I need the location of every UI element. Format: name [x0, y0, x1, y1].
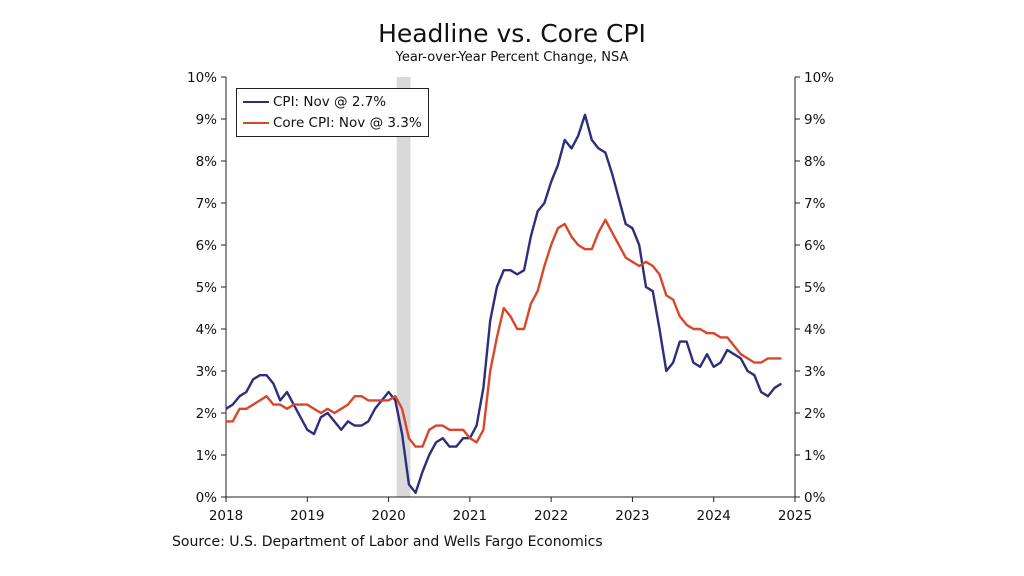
x-tick-label: 2023 — [615, 508, 649, 524]
y-tick-label-left: 0% — [196, 490, 218, 506]
x-tick-label: 2018 — [209, 508, 243, 524]
y-tick-label-left: 4% — [196, 322, 218, 338]
x-tick-label: 2019 — [290, 508, 324, 524]
y-tick-label-right: 4% — [804, 322, 826, 338]
chart-subtitle: Year-over-Year Percent Change, NSA — [395, 50, 629, 65]
chart-title: Headline vs. Core CPI — [378, 19, 646, 48]
series-layer — [225, 113, 783, 494]
y-tick-label-right: 8% — [804, 154, 826, 170]
core-cpi-series-line — [226, 218, 782, 448]
legend-label-core-cpi: Core CPI: Nov @ 3.3% — [273, 114, 422, 131]
axes-layer — [225, 77, 796, 498]
y-tick-label-right: 1% — [804, 448, 826, 464]
y-tick-label-left: 10% — [187, 70, 217, 86]
legend-swatch-cpi — [243, 100, 269, 103]
y-tick-label-right: 9% — [804, 112, 826, 128]
y-tick-label-right: 10% — [804, 70, 834, 86]
y-tick-label-right: 0% — [804, 490, 826, 506]
y-tick-label-right: 3% — [804, 364, 826, 380]
legend-label-cpi: CPI: Nov @ 2.7% — [273, 93, 387, 110]
chart-legend: CPI: Nov @ 2.7% Core CPI: Nov @ 3.3% — [236, 88, 429, 137]
y-tick-label-left: 2% — [196, 406, 218, 422]
x-tick-label: 2022 — [534, 508, 568, 524]
y-tick-label-right: 7% — [804, 196, 826, 212]
shading-layer — [396, 77, 411, 497]
y-tick-label-right: 5% — [804, 280, 826, 296]
y-tick-label-left: 9% — [196, 112, 218, 128]
chart-source: Source: U.S. Department of Labor and Wel… — [172, 534, 603, 550]
x-tick-label: 2024 — [697, 508, 731, 524]
y-tick-label-left: 7% — [196, 196, 218, 212]
x-tick-label: 2025 — [778, 508, 812, 524]
y-tick-label-left: 3% — [196, 364, 218, 380]
y-tick-label-right: 2% — [804, 406, 826, 422]
legend-item-core-cpi: Core CPI: Nov @ 3.3% — [243, 112, 422, 133]
legend-swatch-core-cpi — [243, 121, 269, 124]
y-tick-label-left: 5% — [196, 280, 218, 296]
y-tick-label-left: 6% — [196, 238, 218, 254]
x-tick-label: 2020 — [371, 508, 405, 524]
ticks-layer: 0% 0% 1% 1% 2% 2% 3% 3% 4% 4% 5% 5% 6% 6% 7% 7% 8% 8% 9% 9%… — [187, 70, 834, 524]
recession-shading — [396, 77, 411, 497]
y-tick-label-right: 6% — [804, 238, 826, 254]
x-tick-label: 2021 — [453, 508, 487, 524]
legend-item-cpi: CPI: Nov @ 2.7% — [243, 91, 422, 112]
cpi-series-line — [225, 113, 783, 494]
y-tick-label-left: 8% — [196, 154, 218, 170]
y-tick-label-left: 1% — [196, 448, 218, 464]
